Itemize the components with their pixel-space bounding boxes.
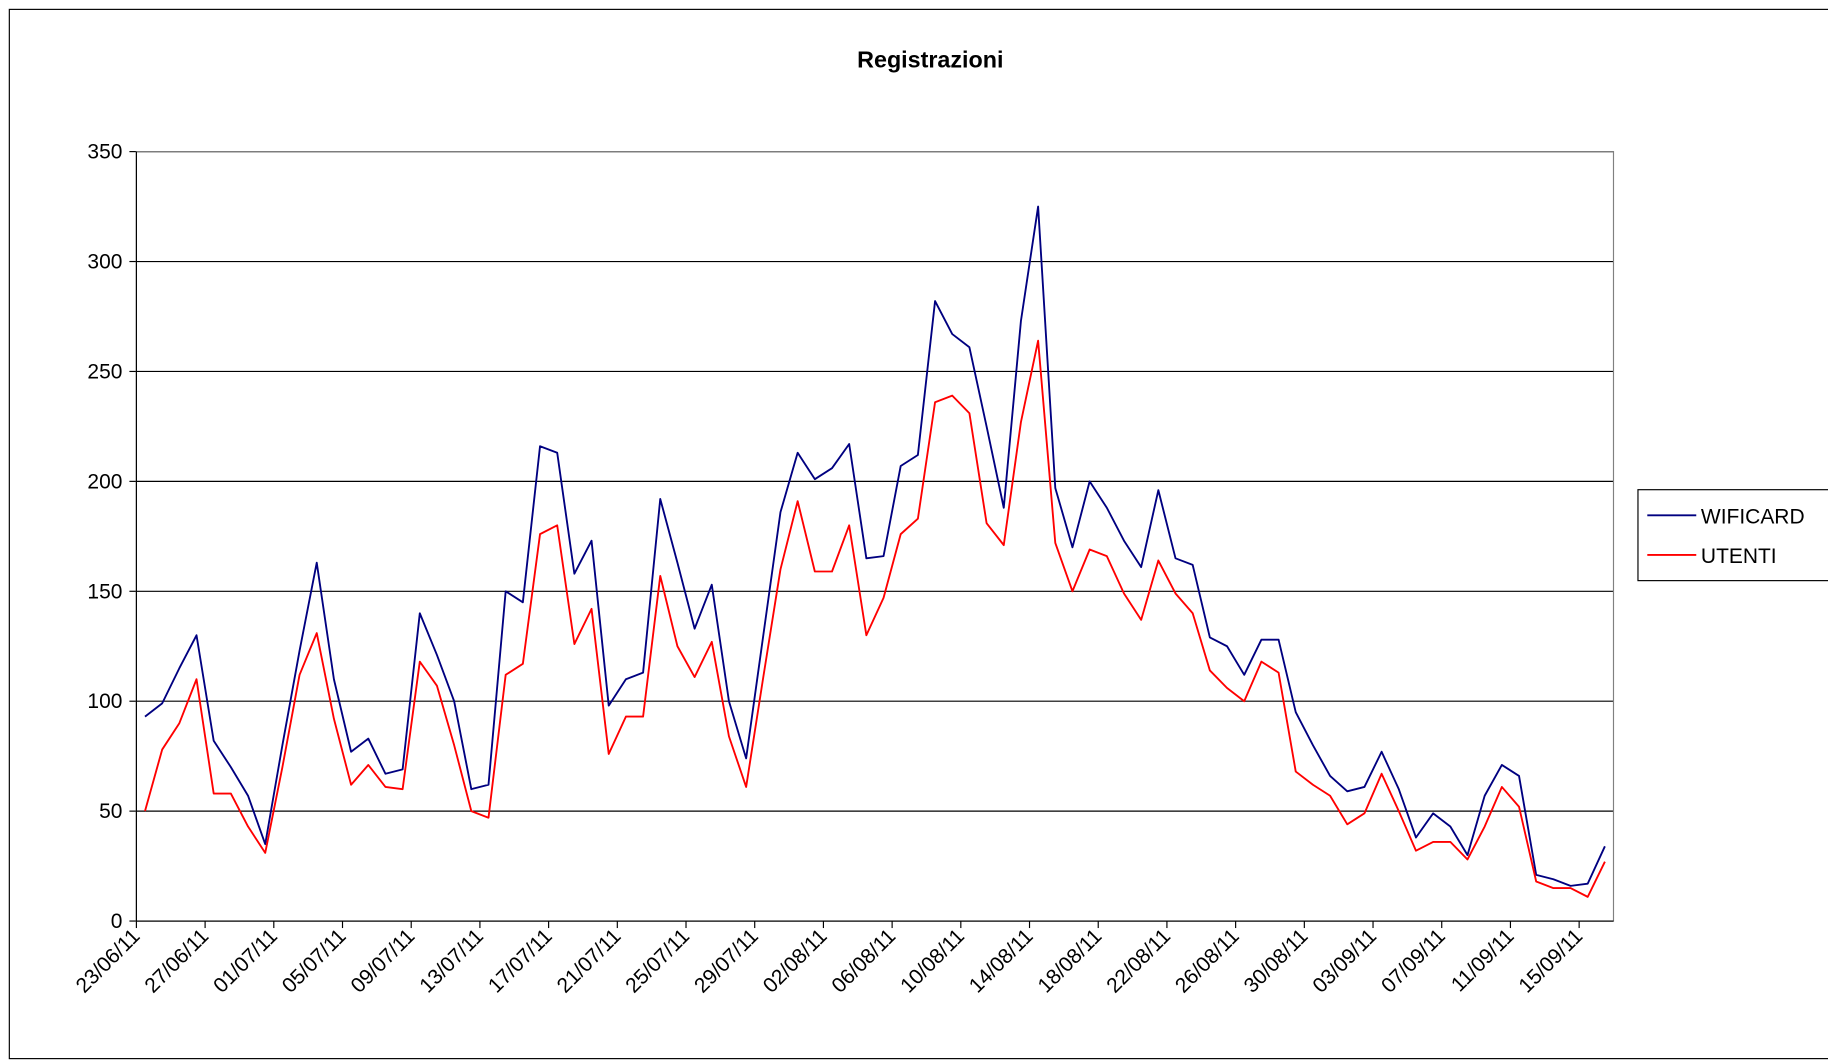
chart-title: Registrazioni	[857, 47, 1003, 73]
y-tick-label: 50	[99, 800, 122, 823]
y-tick-label: 300	[87, 251, 122, 274]
y-tick-label: 100	[87, 690, 122, 713]
y-tick-label: 200	[87, 470, 122, 493]
series-line	[144, 339, 1606, 898]
y-tick-label: 0	[111, 910, 123, 933]
legend-label: WIFICARD	[1701, 506, 1805, 529]
chart-border	[8, 8, 1828, 1060]
legend-box	[1637, 489, 1828, 582]
legend-label: UTENTI	[1701, 545, 1777, 568]
y-tick-label: 250	[87, 360, 122, 383]
y-tick-label: 350	[87, 141, 122, 164]
y-tick-label: 150	[87, 580, 122, 603]
series-line	[144, 205, 1606, 887]
